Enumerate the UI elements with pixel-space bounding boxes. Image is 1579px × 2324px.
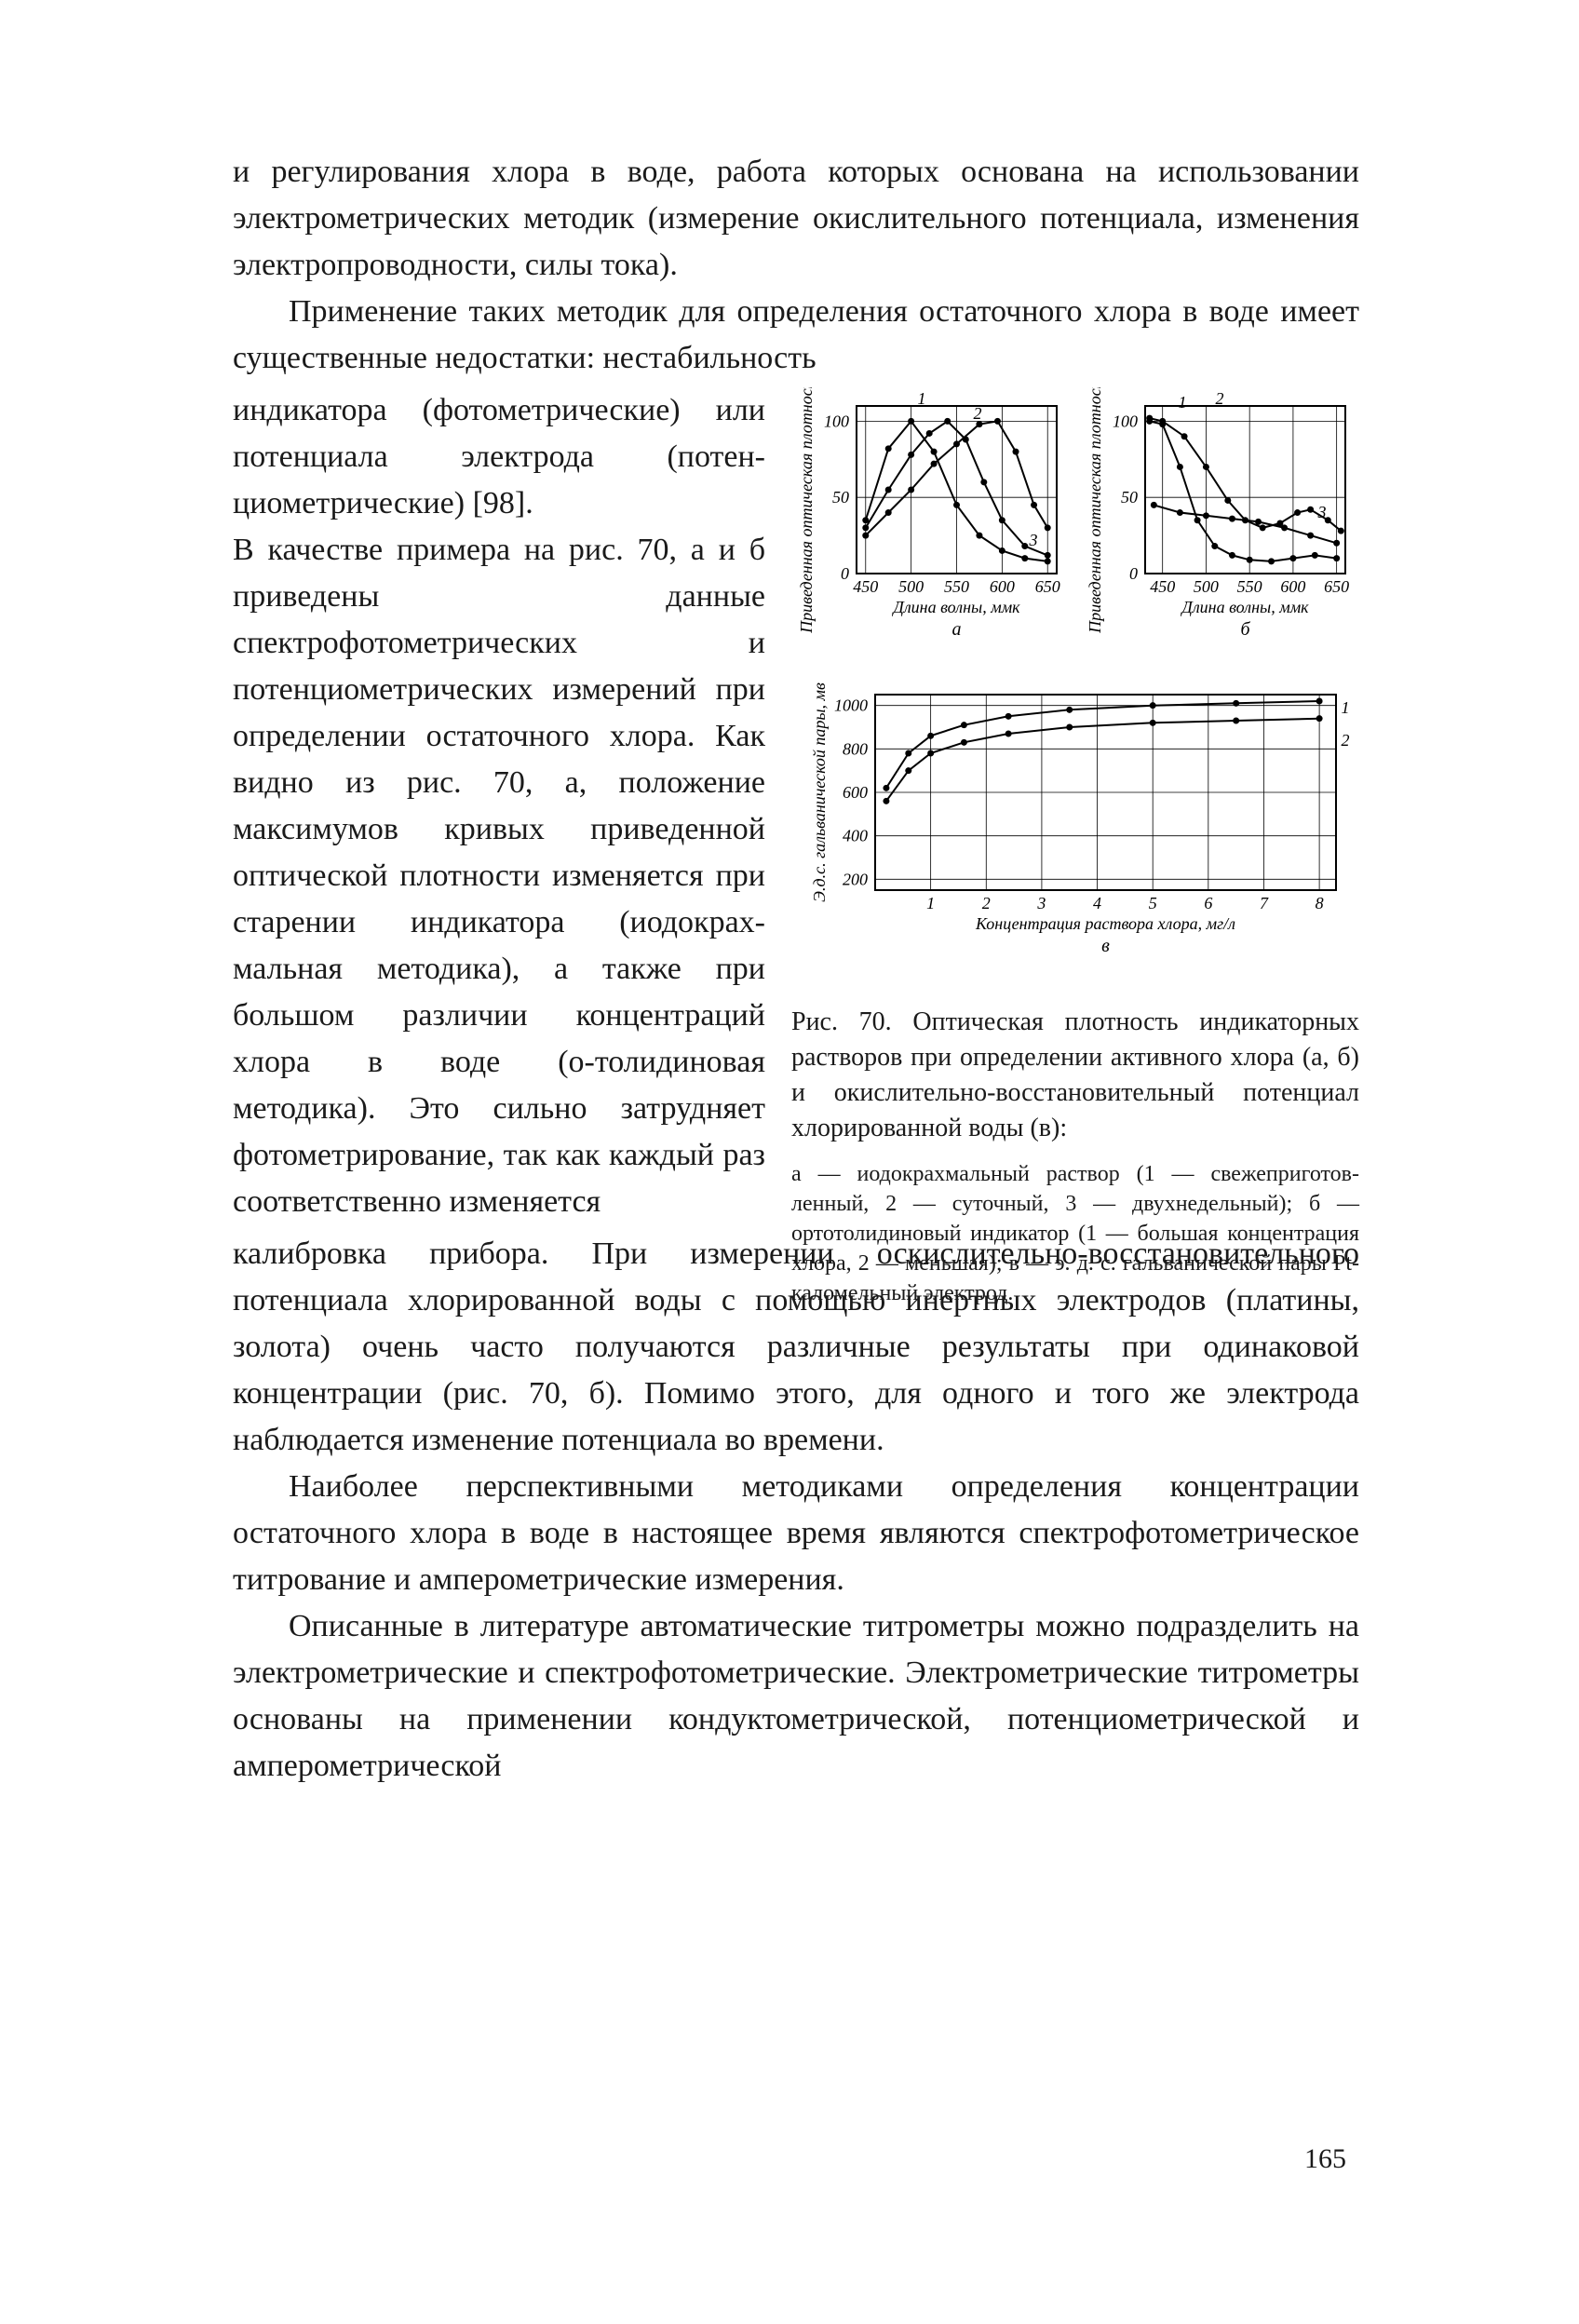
svg-text:50: 50: [1121, 488, 1138, 507]
svg-text:3: 3: [1036, 894, 1046, 912]
body-text: Наиболее перспективными методиками опред…: [233, 1469, 1359, 1597]
svg-text:2: 2: [982, 894, 991, 912]
svg-text:600: 600: [990, 577, 1015, 596]
paragraph-5: Описанные в литературе автоматические ти…: [233, 1603, 1359, 1790]
page: и регулирования хлора в воде, работа кот…: [0, 0, 1579, 2324]
svg-text:1: 1: [1342, 698, 1350, 717]
svg-text:6: 6: [1204, 894, 1212, 912]
paragraph-1: и регулирования хлора в воде, работа кот…: [233, 149, 1359, 289]
svg-text:200: 200: [843, 870, 868, 888]
svg-text:100: 100: [1113, 412, 1138, 430]
svg-text:1: 1: [926, 894, 935, 912]
svg-text:Длина волны, ммк: Длина волны, ммк: [891, 598, 1020, 616]
figure-subcaption: а — иодокрахмальный раствор (1 — свежепр…: [791, 1159, 1359, 1308]
svg-text:550: 550: [1237, 577, 1262, 596]
svg-text:650: 650: [1035, 577, 1060, 596]
svg-text:4: 4: [1093, 894, 1101, 912]
svg-text:3: 3: [1317, 503, 1327, 521]
svg-text:800: 800: [843, 739, 868, 758]
body-text: Описанные в литературе автоматические ти…: [233, 1609, 1359, 1783]
svg-text:50: 50: [832, 488, 849, 507]
svg-text:5: 5: [1149, 894, 1157, 912]
svg-text:650: 650: [1324, 577, 1349, 596]
paragraph-4: Наиболее перспективными методиками опред…: [233, 1464, 1359, 1603]
svg-text:500: 500: [1194, 577, 1219, 596]
svg-text:450: 450: [1150, 577, 1175, 596]
svg-text:а: а: [952, 619, 962, 640]
svg-text:100: 100: [824, 412, 849, 430]
svg-text:7: 7: [1260, 894, 1269, 912]
svg-text:2: 2: [1342, 731, 1350, 750]
left-column-text: индикатора (фотомет­рические) или потенц…: [233, 387, 765, 1225]
svg-text:Концентрация раствора хлора, м: Концентрация раствора хлора, мг/л: [975, 914, 1235, 933]
svg-text:500: 500: [898, 577, 924, 596]
svg-text:Приведенная оптиче­ская плотно: Приведенная оптиче­ская плотность, %: [797, 387, 816, 634]
svg-text:Длина волны, ммк: Длина волны, ммк: [1180, 598, 1309, 616]
svg-text:Э.д.с. гальванической пары, мв: Э.д.с. гальванической пары, мв: [810, 682, 829, 902]
svg-text:1: 1: [918, 389, 926, 408]
svg-text:Приведенная оптиче­ская плотно: Приведенная оптиче­ская плотность, %: [1086, 387, 1104, 634]
page-number: 165: [1304, 2143, 1346, 2175]
two-column-block: индикатора (фотомет­рические) или потенц…: [233, 387, 1359, 1225]
paragraph-2-lead: Применение таких методик для определения…: [233, 289, 1359, 382]
svg-text:1: 1: [1179, 393, 1187, 412]
figure-caption: Рис. 70. Оптическая плотность индикаторн…: [791, 1005, 1359, 1146]
svg-text:600: 600: [1280, 577, 1305, 596]
svg-text:2: 2: [974, 404, 982, 423]
svg-text:8: 8: [1316, 894, 1324, 912]
svg-text:2: 2: [1216, 389, 1224, 408]
figure-svg: 450500550600650050100Длина волны, ммкПри…: [791, 387, 1359, 983]
svg-text:3: 3: [1029, 531, 1038, 549]
body-text: индикатора (фотомет­рические) или потенц…: [233, 393, 765, 1219]
svg-text:0: 0: [841, 564, 849, 583]
svg-text:1000: 1000: [834, 696, 868, 715]
svg-text:в: в: [1101, 936, 1110, 956]
svg-text:550: 550: [944, 577, 969, 596]
figure-70: 450500550600650050100Длина волны, ммкПри…: [791, 387, 1359, 1308]
svg-text:б: б: [1240, 619, 1250, 640]
svg-text:450: 450: [853, 577, 878, 596]
svg-text:600: 600: [843, 783, 868, 802]
svg-text:0: 0: [1129, 564, 1138, 583]
body-text: и регулирования хлора в воде, работа кот…: [233, 155, 1359, 282]
body-text: Применение таких методик для определения…: [233, 294, 1359, 375]
svg-text:400: 400: [843, 827, 868, 845]
text-content: и регулирования хлора в воде, работа кот…: [233, 149, 1359, 1790]
